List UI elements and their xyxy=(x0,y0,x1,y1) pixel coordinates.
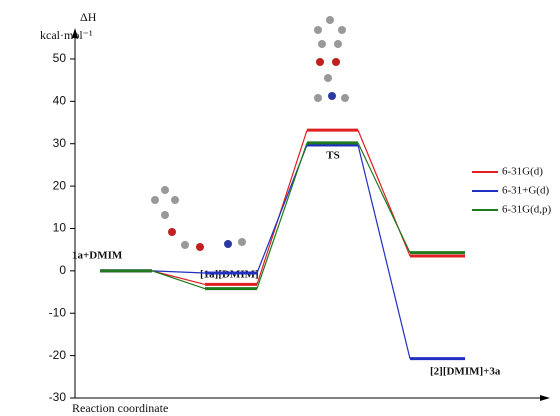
connector xyxy=(257,143,307,289)
state-label: [2][DMIM]+3a xyxy=(430,366,501,378)
y-tick-label: 40 xyxy=(53,94,67,108)
legend-label: 6-31G(d) xyxy=(502,166,543,178)
chart: ΔH kcal·mol⁻¹ Reaction coordinate -30 -20… xyxy=(0,0,560,416)
state-label: 1a+DMIM xyxy=(72,250,123,262)
y-tick-label: 10 xyxy=(53,221,67,235)
legend-label: 6-31+G(d) xyxy=(502,185,549,197)
x-axis-arrow xyxy=(540,395,550,401)
y-tick-label: 50 xyxy=(53,51,67,65)
y-tick-label: 0 xyxy=(59,263,66,277)
y-tick-label: 30 xyxy=(53,136,67,150)
x-axis-label: Reaction coordinate xyxy=(72,401,168,415)
state-label: TS xyxy=(326,150,339,162)
connector xyxy=(358,145,410,359)
legend-label: 6-31G(d,p) xyxy=(502,204,552,216)
y-tick-label: 20 xyxy=(53,178,67,192)
molecule-decoration xyxy=(151,16,349,251)
y-tick-label: -10 xyxy=(49,305,67,319)
connector xyxy=(257,130,307,284)
y-tick-label: -30 xyxy=(49,390,67,404)
y-axis-label: ΔH xyxy=(80,10,97,24)
y-axis-unit: kcal·mol⁻¹ xyxy=(40,28,93,42)
connector xyxy=(358,143,410,253)
state-label: [1a][DMIM] xyxy=(200,269,259,281)
y-tick-label: -20 xyxy=(49,348,67,362)
connector xyxy=(152,271,205,289)
